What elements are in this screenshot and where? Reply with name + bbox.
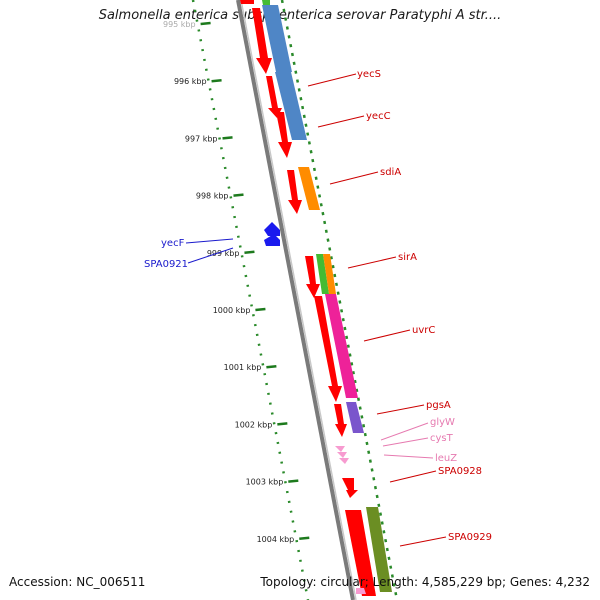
leader-SPA0928 (389, 470, 437, 483)
label-pgsA: pgsA (426, 400, 451, 411)
gene-arrow-yecC-2 (269, 112, 292, 158)
kbp-tick (200, 21, 211, 26)
leader-leuZ (383, 454, 434, 459)
gene-arrow-sirA (298, 256, 320, 298)
kbp-tick-label: 995 kbp (163, 20, 196, 29)
kbp-tick-label: 1003 kbp (246, 478, 284, 487)
gene-arrow-pgsA (327, 404, 347, 437)
kbp-ruler: 995 kbp 996 kbp 997 kbp 998 kbp 999 kbp 1000 … (163, 20, 310, 544)
kbp-tick (211, 78, 222, 83)
cog-feature-SPA0929 (366, 507, 392, 592)
kbp-tick (233, 193, 244, 197)
cog-feature-pgsA (346, 402, 364, 433)
kbp-tick (299, 536, 310, 541)
kbp-tick (288, 479, 299, 483)
label-SPA0921: SPA0921 (144, 259, 188, 270)
leader-glyW (380, 422, 429, 441)
label-sirA: sirA (398, 252, 417, 263)
inner-track (191, 0, 310, 600)
cog-feature-sirA-green (316, 254, 329, 294)
label-yecF: yecF (161, 238, 185, 249)
cog-feature-green-top (262, 0, 270, 5)
kbp-tick (277, 422, 288, 426)
outer-track (280, 0, 399, 600)
gene-arrow-SPA0929 (345, 510, 376, 596)
kbp-tick-label: 999 kbp (207, 249, 240, 258)
cog-feature-yecS (262, 5, 292, 72)
trna-genes (335, 446, 366, 594)
cog-features (262, 0, 392, 592)
leader-yecC (317, 115, 365, 128)
kbp-tick (255, 307, 266, 312)
kbp-tick-label: 1000 kbp (213, 306, 251, 315)
kbp-tick-label: 997 kbp (185, 134, 218, 143)
gene-arrow-SPA0928 (340, 478, 358, 498)
kbp-tick (266, 364, 277, 369)
kbp-tick (244, 250, 255, 255)
gene-arrow-sdiA (279, 170, 302, 214)
label-SPA0929: SPA0929 (448, 532, 492, 543)
accession-text: Accession: NC_006511 (9, 575, 146, 589)
gene-arrow-SPA0921 (264, 234, 280, 246)
plus-strand-genes (240, 0, 376, 596)
map-title: Salmonella enterica subsp. enterica sero… (98, 8, 502, 23)
leader-SPA0921 (187, 247, 234, 264)
gene-arrow-yecC-1 (258, 76, 282, 118)
trna-cysT (337, 452, 347, 458)
leader-sirA (347, 256, 397, 269)
gene-arrow-yecS (246, 8, 272, 74)
backbone-highlight (240, 0, 357, 600)
minus-strand-genes (264, 222, 280, 246)
leader-lines (185, 73, 447, 547)
gene-arrow-uvrC (306, 296, 342, 402)
leader-pgsA (376, 404, 425, 415)
rna-blob (356, 588, 366, 594)
genome-backbone (236, 0, 355, 600)
cog-feature-sirA-orange (323, 254, 336, 294)
label-sdiA: sdiA (380, 167, 401, 178)
label-glyW: glyW (430, 417, 455, 428)
label-yecS: yecS (357, 69, 381, 80)
gene-arrow-yecF (264, 222, 280, 236)
label-leuZ: leuZ (435, 453, 457, 464)
kbp-tick-label: 1002 kbp (235, 420, 273, 429)
genome-summary-text: Topology: circular; Length: 4,585,229 bp… (260, 575, 590, 589)
leader-yecS (307, 73, 357, 87)
label-uvrC: uvrC (412, 325, 435, 336)
cog-feature-yecC (275, 72, 307, 140)
label-SPA0928: SPA0928 (438, 466, 482, 477)
label-cysT: cysT (430, 433, 454, 444)
leader-cysT (382, 437, 429, 447)
cog-feature-uvrC (325, 294, 358, 398)
leader-SPA0929 (399, 536, 447, 547)
cog-feature-sdiA (298, 167, 320, 210)
label-yecC: yecC (366, 111, 391, 122)
leader-uvrC (363, 329, 411, 342)
kbp-tick-label: 996 kbp (174, 77, 207, 86)
kbp-tick-label: 998 kbp (196, 192, 229, 201)
leader-sdiA (329, 171, 379, 185)
leader-yecF (185, 238, 234, 244)
trna-leuZ (339, 458, 349, 464)
kbp-tick-label: 1004 kbp (257, 535, 295, 544)
gene-arrow (240, 0, 254, 4)
kbp-tick (222, 136, 233, 140)
gene-labels: yecS yecC sdiA sirA uvrC pgsA glyW cysT … (144, 69, 492, 543)
kbp-tick-label: 1001 kbp (224, 363, 262, 372)
trna-glyW (335, 446, 345, 452)
